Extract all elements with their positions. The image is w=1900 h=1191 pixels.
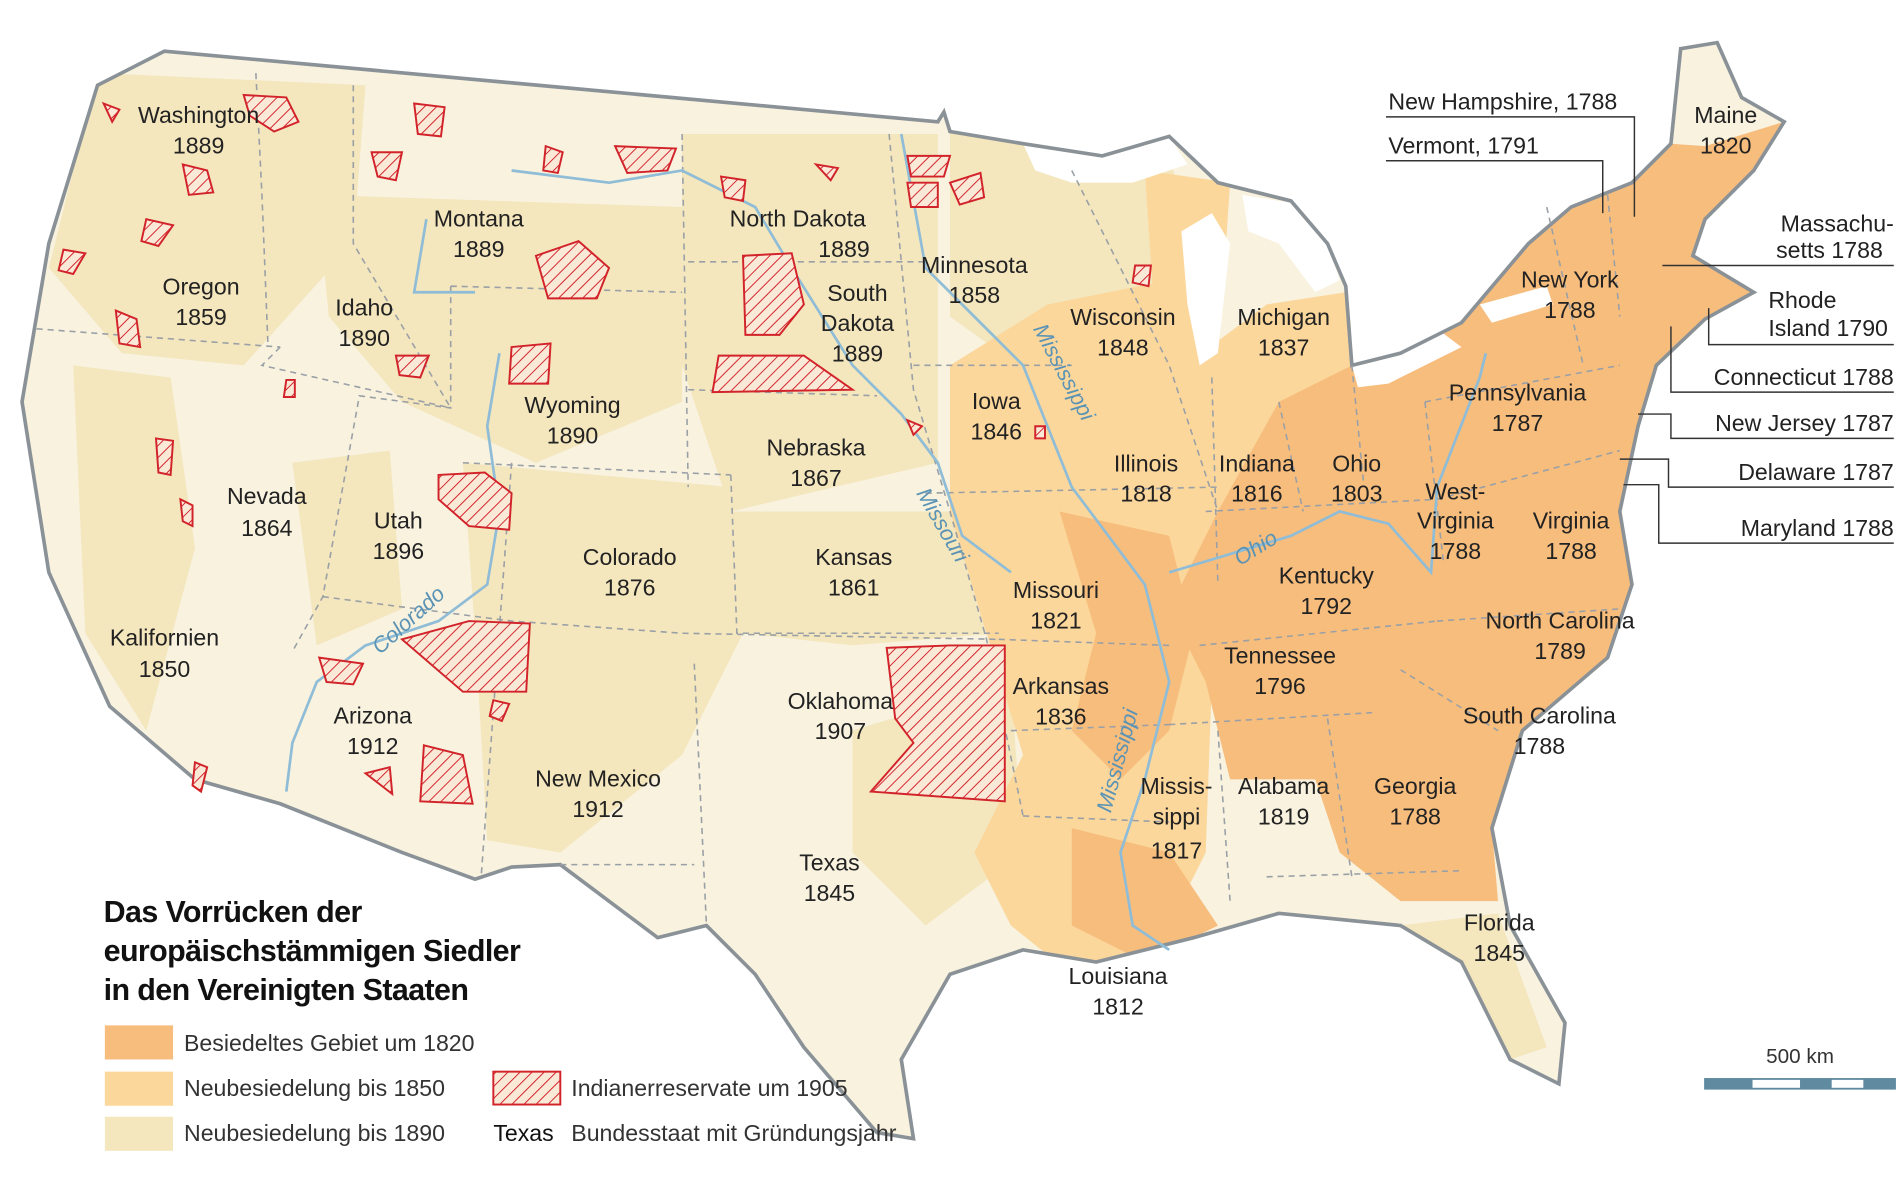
state-label-idaho: Idaho 1890 <box>335 294 393 350</box>
legend-swatch-reservations <box>492 1070 562 1106</box>
state-label-pennsylvania: Pennsylvania 1787 <box>1449 380 1587 436</box>
scale-label: 500 km <box>1766 1045 1834 1068</box>
rivers <box>284 133 1488 951</box>
callout-delaware: Delaware 1787 <box>1738 459 1894 485</box>
callout-new-hampshire: New Hampshire, 1788 <box>1388 89 1617 115</box>
state-label-arizona: Arizona 1912 <box>334 702 413 758</box>
state-label-colorado: Colorado 1876 <box>583 544 677 600</box>
state-label-illinois: Illinois 1818 <box>1114 450 1178 506</box>
state-label-nevada: Nevada 1864 <box>227 483 307 541</box>
legend-label-1890: Neubesiedelung bis 1890 <box>184 1120 445 1146</box>
state-label-montana: Montana 1889 <box>434 206 524 262</box>
legend-swatch-1820 <box>104 1025 174 1060</box>
state-label-michigan: Michigan 1837 <box>1237 304 1330 360</box>
state-label-oregon: Oregon 1859 <box>162 274 239 330</box>
state-label-texas: Texas 1845 <box>799 850 859 906</box>
state-label-mississippi: Missis-sippi 1817 <box>1141 773 1213 864</box>
state-label-arkansas: Arkansas 1836 <box>1013 673 1109 729</box>
legend: Besiedeltes Gebiet um 1820 Neubesiedelun… <box>104 1025 897 1151</box>
callouts <box>1385 116 1894 544</box>
callout-vermont: Vermont, 1791 <box>1388 132 1538 158</box>
state-label-florida: Florida 1845 <box>1464 909 1535 965</box>
state-label-iowa: Iowa 1846 <box>971 388 1022 444</box>
callout-massachusetts: Massachu-setts 1788 <box>1776 210 1894 263</box>
map-title: Das Vorrücken der europäischstämmigen Sie… <box>104 895 521 1007</box>
state-label-west-virginia: West-Virginia 1788 <box>1417 478 1494 564</box>
state-label-louisiana: Louisiana 1812 <box>1069 963 1168 1019</box>
state-label-alabama: Alabama 1819 <box>1238 773 1329 829</box>
state-label-south-carolina: South Carolina 1788 <box>1463 702 1616 758</box>
state-label-missouri: Missouri 1821 <box>1013 577 1099 633</box>
legend-label-reservations: Indianerreservate um 1905 <box>571 1075 847 1101</box>
state-label-maine: Maine 1820 <box>1694 102 1757 158</box>
legend-label-state: Bundesstaat mit Gründungsjahr <box>571 1120 897 1146</box>
state-label-washington: Washington 1889 <box>138 102 259 158</box>
state-label-kansas: Kansas 1861 <box>815 544 892 600</box>
state-label-new-mexico: New Mexico 1912 <box>535 766 661 822</box>
state-label-georgia: Georgia 1788 <box>1374 773 1456 829</box>
state-label-south-dakota: South Dakota 1889 <box>821 280 894 367</box>
state-label-kentucky: Kentucky 1792 <box>1279 562 1375 618</box>
state-borders <box>36 73 1621 926</box>
state-label-new-york: New York 1788 <box>1521 266 1619 322</box>
state-label-minnesota: Minnesota 1858 <box>921 252 1028 308</box>
indian-reservations <box>57 93 1153 805</box>
callout-rhode-island: Rhode Island 1790 <box>1768 287 1888 341</box>
state-labels: Washington 1889 Oregon 1859 Kalifornien 185… <box>110 102 1757 1019</box>
state-label-california: Kalifornien 1850 <box>110 624 219 682</box>
state-label-indiana: Indiana 1816 <box>1219 450 1295 506</box>
state-label-north-dakota: North Dakota 1889 <box>730 206 870 262</box>
state-label-north-carolina: North Carolina 1789 <box>1486 607 1635 663</box>
callout-new-jersey: New Jersey 1787 <box>1715 410 1894 436</box>
legend-state-sample: Texas <box>493 1120 553 1146</box>
scale-bar: 500 km <box>1704 1045 1896 1090</box>
state-label-tennessee: Tennessee 1796 <box>1224 643 1336 699</box>
legend-swatch-1890 <box>104 1116 174 1151</box>
legend-label-1820: Besiedeltes Gebiet um 1820 <box>184 1030 475 1056</box>
state-label-virginia: Virginia 1788 <box>1533 508 1610 564</box>
state-label-nebraska: Nebraska 1867 <box>767 434 866 490</box>
state-label-wisconsin: Wisconsin 1848 <box>1070 304 1175 360</box>
state-label-oklahoma: Oklahoma 1907 <box>788 688 894 744</box>
legend-label-1850: Neubesiedelung bis 1850 <box>184 1075 445 1101</box>
callout-maryland: Maryland 1788 <box>1741 515 1894 541</box>
callout-connecticut: Connecticut 1788 <box>1714 364 1894 390</box>
legend-swatch-1850 <box>104 1071 174 1106</box>
state-label-utah: Utah 1896 <box>373 508 424 564</box>
state-label-wyoming: Wyoming 1890 <box>524 392 620 448</box>
state-label-ohio: Ohio 1803 <box>1331 450 1382 506</box>
